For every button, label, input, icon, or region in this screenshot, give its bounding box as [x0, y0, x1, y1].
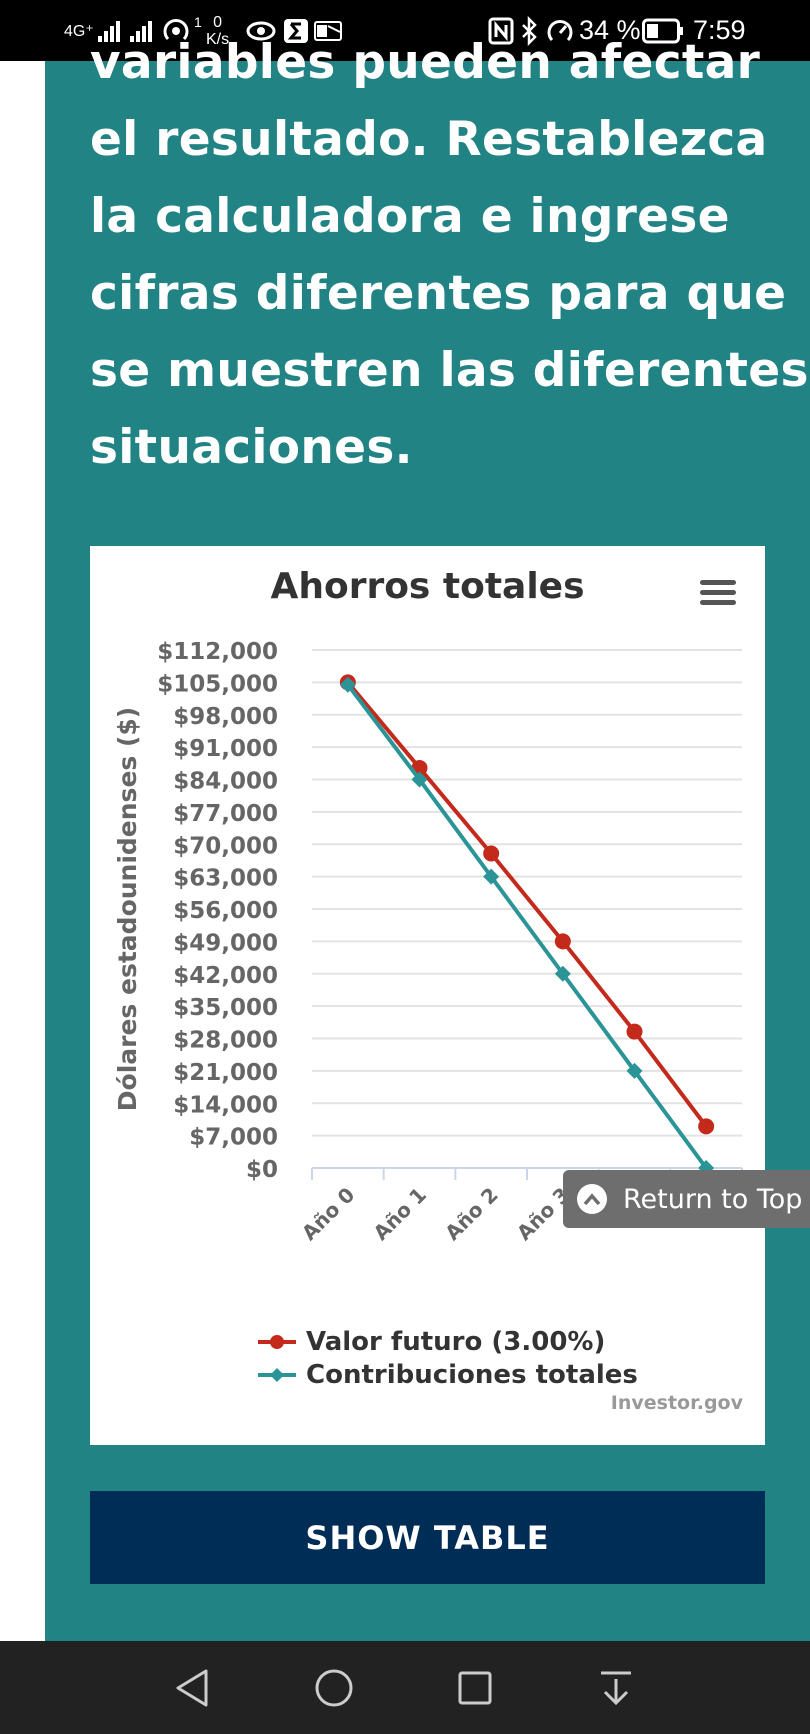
y-tick-label: $28,000: [173, 1028, 278, 1054]
hotspot-icon: 1: [160, 0, 202, 61]
data-point-circle: [554, 933, 571, 950]
chart-credit: Investor.gov: [610, 1392, 743, 1414]
back-triangle-icon[interactable]: [166, 1661, 220, 1715]
intro-line: se muestren las diferentes: [90, 343, 809, 398]
network-type-label: 4G⁺: [64, 22, 94, 40]
data-point-diamond: [626, 1062, 643, 1079]
savings-line-chart: $0 $7,000 $14,000 $21,000 $28,000 $35,000 $42,…: [113, 639, 743, 1245]
data-point-diamond: [411, 771, 428, 788]
y-tick-label: $70,000: [173, 833, 278, 859]
intro-paragraph: variables pueden afectar el resultado. R…: [90, 35, 809, 486]
intro-line: cifras diferentes para que: [90, 266, 787, 321]
data-speed: 0 K/s: [206, 0, 229, 61]
y-tick-label: $105,000: [157, 671, 278, 697]
y-tick-label: $7,000: [189, 1125, 278, 1151]
y-axis-title: Dólares estadounidenses ($): [113, 707, 142, 1111]
clock: 7:59: [693, 15, 746, 45]
x-tick-label: Año 2: [440, 1183, 502, 1245]
legend-marker-circle-icon: [258, 1335, 296, 1349]
intro-line: la calculadora e ingrese: [90, 189, 730, 244]
system-navigation-bar: [0, 1641, 810, 1734]
data-point-circle: [626, 1023, 643, 1040]
download-arrow-icon[interactable]: [589, 1661, 643, 1715]
recents-square-icon[interactable]: [448, 1661, 502, 1715]
y-tick-label: $56,000: [173, 898, 278, 924]
series-line: [346, 683, 708, 1170]
chart-title: Ahorros totales: [270, 566, 585, 607]
outlook-icon: [314, 0, 342, 61]
legend-label: Valor futuro (3.00%): [306, 1327, 606, 1357]
y-tick-label: $0: [246, 1157, 278, 1183]
chevron-up-icon: [577, 1184, 607, 1214]
hamburger-menu-icon[interactable]: [698, 578, 738, 608]
y-tick-label: $84,000: [173, 769, 278, 795]
sigma-app-icon: [283, 0, 309, 61]
intro-line: situaciones.: [90, 420, 413, 475]
battery-percent: 34 %: [579, 15, 641, 45]
data-point-circle: [698, 1118, 715, 1135]
y-tick-label: $14,000: [173, 1092, 278, 1118]
legend-label: Contribuciones totales: [306, 1360, 638, 1390]
show-table-button[interactable]: SHOW TABLE: [90, 1491, 765, 1584]
y-tick-label: $35,000: [173, 995, 278, 1021]
chart-card: Ahorros totales $0 $7,000 $14,000 $21,000 $2…: [90, 546, 765, 1445]
intro-line: variables pueden afectar: [90, 35, 761, 90]
legend-marker-diamond-icon: [258, 1368, 296, 1382]
data-point-diamond: [339, 676, 356, 693]
speed-gauge-icon: [545, 0, 575, 61]
battery-icon: [642, 0, 684, 61]
status-bar: 4G⁺ 1 0 K/s: [0, 0, 810, 61]
y-tick-label: $49,000: [173, 930, 278, 956]
signal-bars-icon: [97, 20, 120, 42]
data-point-circle: [483, 845, 500, 862]
legend-item-future-value[interactable]: Valor futuro (3.00%): [258, 1326, 605, 1358]
y-tick-label: $98,000: [173, 704, 278, 730]
signal-strength-icon: 4G⁺: [64, 0, 122, 61]
speed-unit: K/s: [206, 30, 230, 48]
legend-item-total-contributions[interactable]: Contribuciones totales: [258, 1359, 638, 1391]
home-circle-icon[interactable]: [307, 1661, 361, 1715]
signal-bars-icon-2: [128, 0, 154, 61]
nfc-icon: [488, 0, 514, 61]
y-tick-label: $77,000: [173, 801, 278, 827]
data-point-diamond: [554, 965, 571, 982]
y-tick-label: $112,000: [157, 639, 278, 665]
y-tick-label: $63,000: [173, 866, 278, 892]
return-to-top-button[interactable]: Return to Top: [563, 1170, 810, 1228]
y-tick-label: $21,000: [173, 1060, 278, 1086]
series-line: [346, 681, 708, 1128]
x-tick-label: Año 0: [297, 1183, 359, 1245]
data-point-diamond: [483, 868, 500, 885]
bluetooth-icon: [519, 0, 539, 61]
intro-line: el resultado. Restablezca: [90, 112, 768, 167]
x-tick-label: Año 1: [369, 1183, 431, 1245]
hotspot-count: 1: [194, 14, 202, 30]
return-to-top-label: Return to Top: [623, 1183, 803, 1215]
eye-icon: [246, 0, 276, 61]
speed-value: 0: [213, 13, 223, 31]
y-tick-label: $42,000: [173, 963, 278, 989]
y-tick-label: $91,000: [173, 736, 278, 762]
